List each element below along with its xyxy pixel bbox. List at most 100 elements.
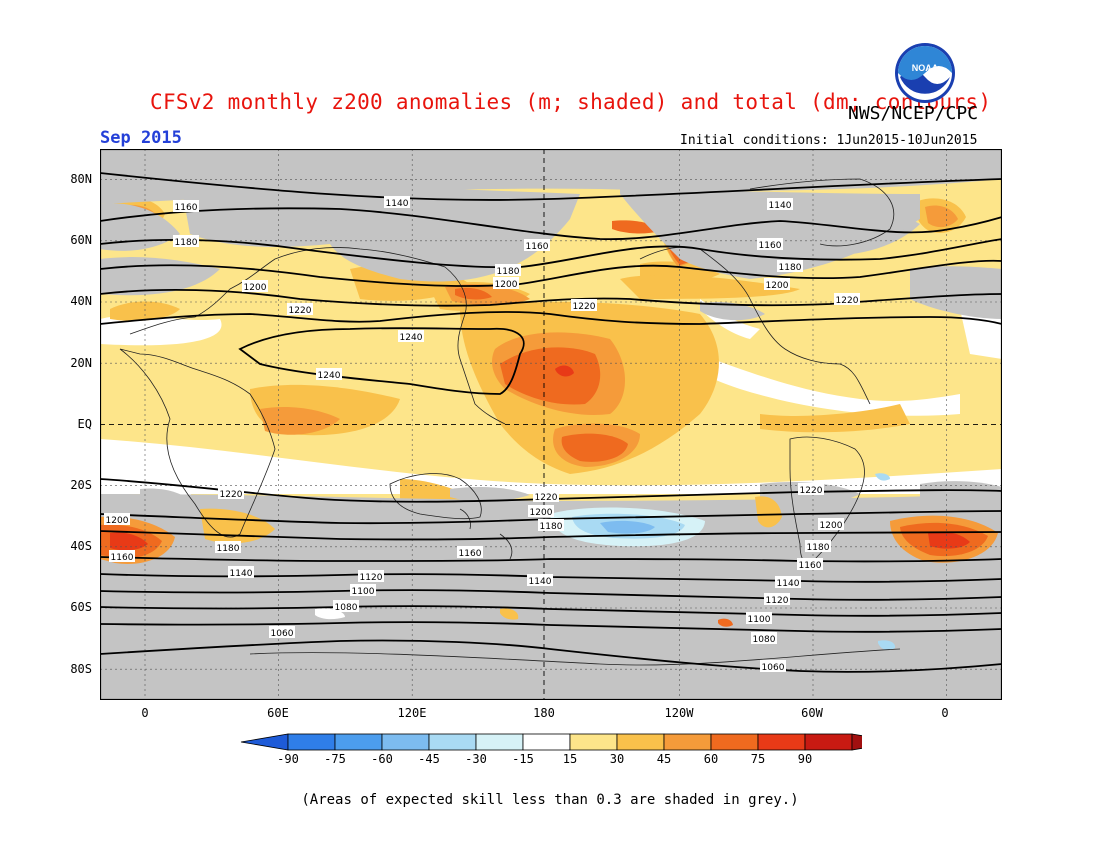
- svg-text:1140: 1140: [230, 569, 253, 579]
- contour-label: 1140: [767, 198, 793, 211]
- colorbar-tick-label: -15: [512, 752, 534, 766]
- colorbar-tick-label: 15: [562, 752, 578, 766]
- contour-label: 1080: [333, 600, 359, 613]
- colorbar-cell: [569, 733, 618, 751]
- contour-label: 1140: [527, 574, 553, 587]
- contour-label: 1200: [242, 280, 268, 293]
- lon-label: 60E: [267, 706, 289, 720]
- contour-label: 1140: [775, 576, 801, 589]
- colorbar-cell: [381, 733, 430, 751]
- svg-text:1080: 1080: [753, 635, 776, 645]
- svg-text:1140: 1140: [769, 201, 792, 211]
- contour-label: 1200: [104, 513, 130, 526]
- contour-label: 1140: [384, 196, 410, 209]
- svg-text:1160: 1160: [526, 242, 549, 252]
- colorbar-tick-label: 75: [750, 752, 766, 766]
- svg-text:1140: 1140: [386, 199, 409, 209]
- forecast-month: Sep 2015: [100, 128, 182, 148]
- colorbar-tick-label: -60: [371, 752, 393, 766]
- colorbar-tick-label: 30: [609, 752, 625, 766]
- svg-text:1200: 1200: [495, 280, 518, 290]
- svg-text:1220: 1220: [836, 296, 859, 306]
- contour-label: 1100: [350, 584, 376, 597]
- contour-label: 1160: [524, 239, 550, 252]
- svg-text:1160: 1160: [175, 203, 198, 213]
- svg-text:1160: 1160: [799, 561, 822, 571]
- svg-text:1180: 1180: [540, 522, 563, 532]
- height-contours: [100, 172, 1002, 673]
- colorbar-cell: [334, 733, 383, 751]
- lon-label: 60W: [801, 706, 823, 720]
- colorbar-cell: [757, 733, 806, 751]
- svg-text:1100: 1100: [352, 587, 375, 597]
- chart-title: CFSv2 monthly z200 anomalies (m; shaded)…: [150, 90, 992, 114]
- svg-text:1220: 1220: [220, 490, 243, 500]
- svg-text:1100: 1100: [748, 615, 771, 625]
- lat-label: 40S: [70, 539, 92, 553]
- agency-label: NWS/NCEP/CPC: [848, 103, 979, 124]
- contour-label: 1060: [269, 626, 295, 639]
- svg-text:1060: 1060: [762, 663, 785, 673]
- colorbar-tick-label: -90: [277, 752, 299, 766]
- contour-label: 1160: [757, 238, 783, 251]
- svg-text:1200: 1200: [766, 281, 789, 291]
- colorbar-tick-label: 90: [797, 752, 813, 766]
- low-skill-grey-areas: [100, 149, 1002, 700]
- contour-label: 1060: [760, 660, 786, 673]
- colorbar-cell: [710, 733, 759, 751]
- svg-text:1180: 1180: [779, 263, 802, 273]
- lat-label: 80N: [70, 172, 92, 186]
- map-frame: [100, 149, 1002, 700]
- svg-text:1120: 1120: [766, 596, 789, 606]
- svg-text:1220: 1220: [573, 302, 596, 312]
- lon-label: 0: [941, 706, 949, 720]
- svg-text:1160: 1160: [111, 553, 134, 563]
- svg-text:1240: 1240: [400, 333, 423, 343]
- svg-text:1200: 1200: [820, 521, 843, 531]
- colorbar-cell: [287, 733, 336, 751]
- contour-label: 1100: [746, 612, 772, 625]
- colorbar-tick-label: 60: [703, 752, 719, 766]
- skill-footnote: (Areas of expected skill less than 0.3 a…: [301, 792, 799, 808]
- lat-label: EQ: [77, 417, 92, 431]
- lat-label: 60S: [70, 600, 92, 614]
- contour-label: 1180: [215, 541, 241, 554]
- contour-label: 1180: [777, 260, 803, 273]
- contour-label: 1160: [109, 550, 135, 563]
- contour-label: 1120: [358, 570, 384, 583]
- svg-text:1220: 1220: [289, 306, 312, 316]
- contour-label: 1220: [287, 303, 313, 316]
- contour-label: 1220: [571, 299, 597, 312]
- svg-text:1160: 1160: [759, 241, 782, 251]
- logo-text: NOAA: [912, 63, 939, 73]
- svg-text:1080: 1080: [335, 603, 358, 613]
- lat-label: 40N: [70, 294, 92, 308]
- lon-label: 120E: [397, 706, 427, 720]
- colorbar-tick-label: 45: [656, 752, 672, 766]
- svg-text:1140: 1140: [529, 577, 552, 587]
- lat-label: 80S: [70, 662, 92, 676]
- initial-conditions: Initial conditions: 1Jun2015-10Jun2015: [680, 133, 978, 148]
- contour-label: 1220: [218, 487, 244, 500]
- lat-label: 60N: [70, 233, 92, 247]
- colorbar-cell: [851, 733, 862, 751]
- contour-label: 1200: [528, 505, 554, 518]
- svg-text:1200: 1200: [106, 516, 129, 526]
- colorbar-cell: [616, 733, 665, 751]
- contour-label: 1180: [538, 519, 564, 532]
- colorbar-cell: [663, 733, 712, 751]
- contour-labels-north: 1140 1140 1160 1160 1160 1180 1180 1180 …: [173, 196, 860, 381]
- colorbar-cell: [522, 733, 571, 751]
- contour-label: 1220: [834, 293, 860, 306]
- contour-label: 1180: [805, 540, 831, 553]
- lat-label: 20S: [70, 478, 92, 492]
- anomaly-near-zero: [100, 299, 1002, 534]
- lon-label: 0: [141, 706, 149, 720]
- lat-label: 20N: [70, 356, 92, 370]
- colorbar-tick-label: -45: [418, 752, 440, 766]
- colorbar-cell: [240, 733, 289, 751]
- contour-label: 1140: [228, 566, 254, 579]
- anomaly-map: 1140 1140 1160 1160 1160 1180 1180 1180 …: [100, 149, 1002, 700]
- svg-text:1160: 1160: [459, 549, 482, 559]
- svg-text:1200: 1200: [530, 508, 553, 518]
